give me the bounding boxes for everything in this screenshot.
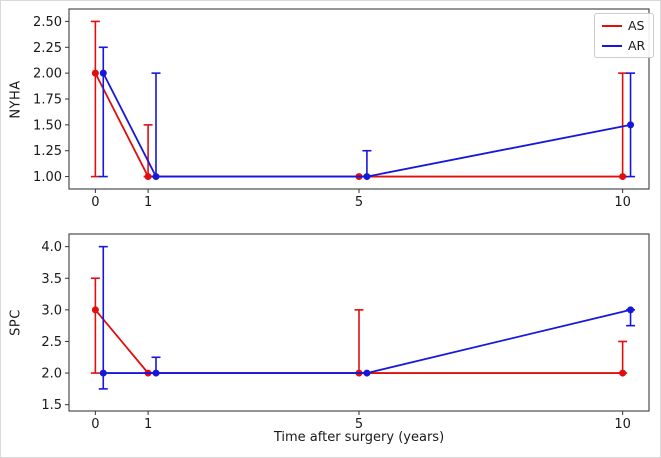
as-marker xyxy=(144,173,152,181)
y-tick-label: 1.5 xyxy=(41,398,62,413)
x-tick-label: 5 xyxy=(355,195,363,210)
ar-marker xyxy=(627,306,635,314)
legend: AS AR xyxy=(594,13,655,58)
x-tick-label: 0 xyxy=(91,417,99,432)
as-line xyxy=(94,72,623,178)
y-axis-label-spc: SPC xyxy=(8,309,24,336)
y-axis-label-nyha: NYHA xyxy=(8,80,24,119)
legend-label-ar: AR xyxy=(628,38,646,53)
legend-label-as: AS xyxy=(628,18,645,33)
as-marker xyxy=(91,69,99,77)
y-tick-label: 2.0 xyxy=(41,367,62,382)
x-tick-label: 0 xyxy=(91,195,99,210)
y-tick-label: 2.00 xyxy=(33,67,62,82)
y-tick-label: 3.5 xyxy=(41,272,62,287)
legend-item-ar: AR xyxy=(602,38,645,53)
ar-line xyxy=(102,72,631,178)
y-tick-label: 1.75 xyxy=(33,93,62,108)
y-tick-label: 2.50 xyxy=(33,15,62,30)
as-marker xyxy=(619,369,627,377)
x-tick-label: 1 xyxy=(144,417,152,432)
y-tick-label: 1.50 xyxy=(33,118,62,133)
ar-marker xyxy=(99,69,107,77)
as-line-swatch xyxy=(602,24,622,27)
x-tick-label: 10 xyxy=(614,417,631,432)
y-tick-label: 4.0 xyxy=(41,240,62,255)
ar-marker xyxy=(152,173,160,181)
x-tick-label: 5 xyxy=(355,417,363,432)
x-tick-label: 1 xyxy=(144,195,152,210)
ar-marker xyxy=(152,369,160,377)
ar-line xyxy=(103,308,631,374)
y-tick-label: 1.25 xyxy=(33,144,62,159)
x-axis-label: Time after surgery (years) xyxy=(273,430,445,445)
y-tick-label: 2.25 xyxy=(33,41,62,56)
y-tick-label: 3.0 xyxy=(41,303,62,318)
y-tick-label: 2.5 xyxy=(41,335,62,350)
ar-line-swatch xyxy=(602,44,622,47)
x-tick-label: 10 xyxy=(614,195,631,210)
ar-marker xyxy=(99,369,107,377)
ar-marker xyxy=(627,121,635,129)
y-tick-label: 1.00 xyxy=(33,170,62,185)
ar-marker xyxy=(363,173,371,181)
as-marker xyxy=(619,173,627,181)
ar-marker xyxy=(363,369,371,377)
as-marker xyxy=(91,306,99,314)
legend-item-as: AS xyxy=(602,18,645,33)
